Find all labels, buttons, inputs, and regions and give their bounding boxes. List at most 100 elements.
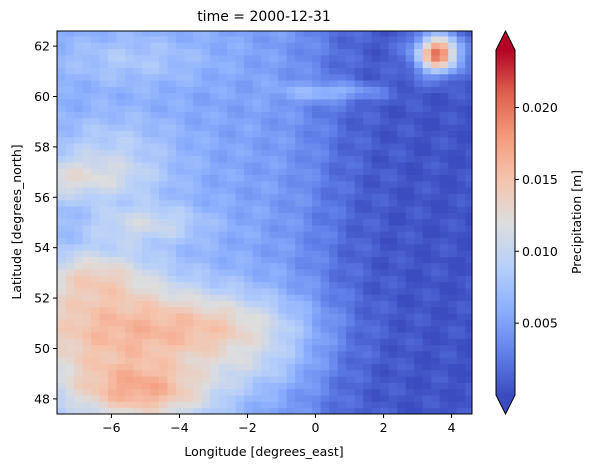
heatmap-cell <box>303 130 313 138</box>
heatmap-cell <box>439 117 449 125</box>
heatmap-cell <box>133 262 143 270</box>
heatmap-cell <box>244 124 253 131</box>
heatmap-cell <box>150 155 160 163</box>
heatmap-cell <box>380 199 390 207</box>
heatmap-cell <box>159 105 168 113</box>
heatmap-cell <box>210 86 219 94</box>
heatmap-cell <box>329 225 339 232</box>
heatmap-cell <box>371 193 381 201</box>
heatmap-cell <box>346 275 356 283</box>
heatmap-cell <box>193 332 202 339</box>
heatmap-cell <box>448 231 458 239</box>
heatmap-cell <box>235 48 245 56</box>
heatmap-cell <box>133 111 143 119</box>
heatmap-cell <box>329 388 339 396</box>
heatmap-cell <box>261 351 270 358</box>
heatmap-cell <box>201 111 211 119</box>
heatmap-cell <box>176 363 185 371</box>
heatmap-cell <box>210 288 219 295</box>
heatmap-cell <box>422 363 432 371</box>
heatmap-cell <box>99 332 109 339</box>
heatmap-cell <box>448 193 458 201</box>
heatmap-cell <box>74 256 83 264</box>
heatmap-cell <box>303 344 313 352</box>
heatmap-cell <box>448 332 458 339</box>
heatmap-cell <box>320 111 330 119</box>
heatmap-cell <box>91 67 100 75</box>
heatmap-cell <box>193 243 202 251</box>
heatmap-cell <box>354 149 364 157</box>
heatmap-cell <box>286 180 296 188</box>
heatmap-cell <box>133 117 143 125</box>
heatmap-cell <box>176 332 185 339</box>
heatmap-cell <box>91 187 100 194</box>
heatmap-cell <box>405 369 415 377</box>
heatmap-cell <box>329 243 339 251</box>
heatmap-cell <box>329 54 339 62</box>
heatmap-cell <box>456 42 466 50</box>
heatmap-cell <box>65 294 75 302</box>
heatmap-cell <box>405 294 415 302</box>
heatmap-cell <box>82 199 92 207</box>
heatmap-cell <box>167 193 177 201</box>
heatmap-cell <box>397 117 407 125</box>
heatmap-cell <box>405 357 415 365</box>
heatmap-cell <box>150 388 160 396</box>
heatmap-cell <box>312 325 322 333</box>
heatmap-cell <box>286 369 296 377</box>
heatmap-cell <box>380 407 390 415</box>
heatmap-cell <box>133 92 143 100</box>
heatmap-cell <box>210 306 219 314</box>
heatmap-cell <box>363 281 373 289</box>
heatmap-cell <box>57 130 66 138</box>
heatmap-cell <box>397 262 407 270</box>
heatmap-cell <box>261 231 270 239</box>
heatmap-cell <box>227 105 236 113</box>
heatmap-cell <box>354 31 364 37</box>
heatmap-cell <box>133 67 143 75</box>
heatmap-cell <box>201 42 211 50</box>
heatmap-cell <box>116 376 126 383</box>
heatmap-cell <box>65 262 75 270</box>
heatmap-cell <box>227 86 236 94</box>
heatmap-cell <box>65 256 75 264</box>
heatmap-cell <box>329 325 339 333</box>
heatmap-cell <box>337 243 347 251</box>
heatmap-cell <box>74 338 83 346</box>
heatmap-cell <box>218 401 228 409</box>
heatmap-cell <box>235 269 245 276</box>
heatmap-cell <box>371 73 381 81</box>
y-tick-label: 62 <box>34 39 50 54</box>
heatmap-cell <box>465 61 473 68</box>
heatmap-cell <box>278 80 288 87</box>
heatmap-cell <box>116 67 126 75</box>
heatmap-cell <box>184 395 194 402</box>
heatmap-cell <box>371 363 381 371</box>
heatmap-cell <box>142 281 151 289</box>
heatmap-cell <box>320 294 330 302</box>
heatmap-cell <box>142 351 151 358</box>
heatmap-cell <box>439 401 449 409</box>
heatmap-cell <box>397 388 407 396</box>
heatmap-cell <box>99 218 109 226</box>
heatmap-cell <box>286 105 296 113</box>
heatmap-cell <box>363 80 373 87</box>
heatmap-cell <box>405 401 415 409</box>
heatmap-cell <box>278 243 288 251</box>
heatmap-cell <box>329 193 339 201</box>
heatmap-cell <box>354 306 364 314</box>
heatmap-cell <box>218 376 228 383</box>
heatmap-cell <box>82 80 92 87</box>
heatmap-cell <box>405 395 415 402</box>
heatmap-cell <box>397 42 407 50</box>
heatmap-cell <box>371 111 381 119</box>
heatmap-cell <box>125 218 134 226</box>
heatmap-cell <box>227 300 236 308</box>
heatmap-cell <box>465 149 473 157</box>
heatmap-cell <box>405 180 415 188</box>
heatmap-cell <box>193 313 202 320</box>
heatmap-cell <box>269 306 279 314</box>
heatmap-cell <box>312 231 322 239</box>
heatmap-cell <box>295 111 305 119</box>
heatmap-cell <box>74 73 83 81</box>
